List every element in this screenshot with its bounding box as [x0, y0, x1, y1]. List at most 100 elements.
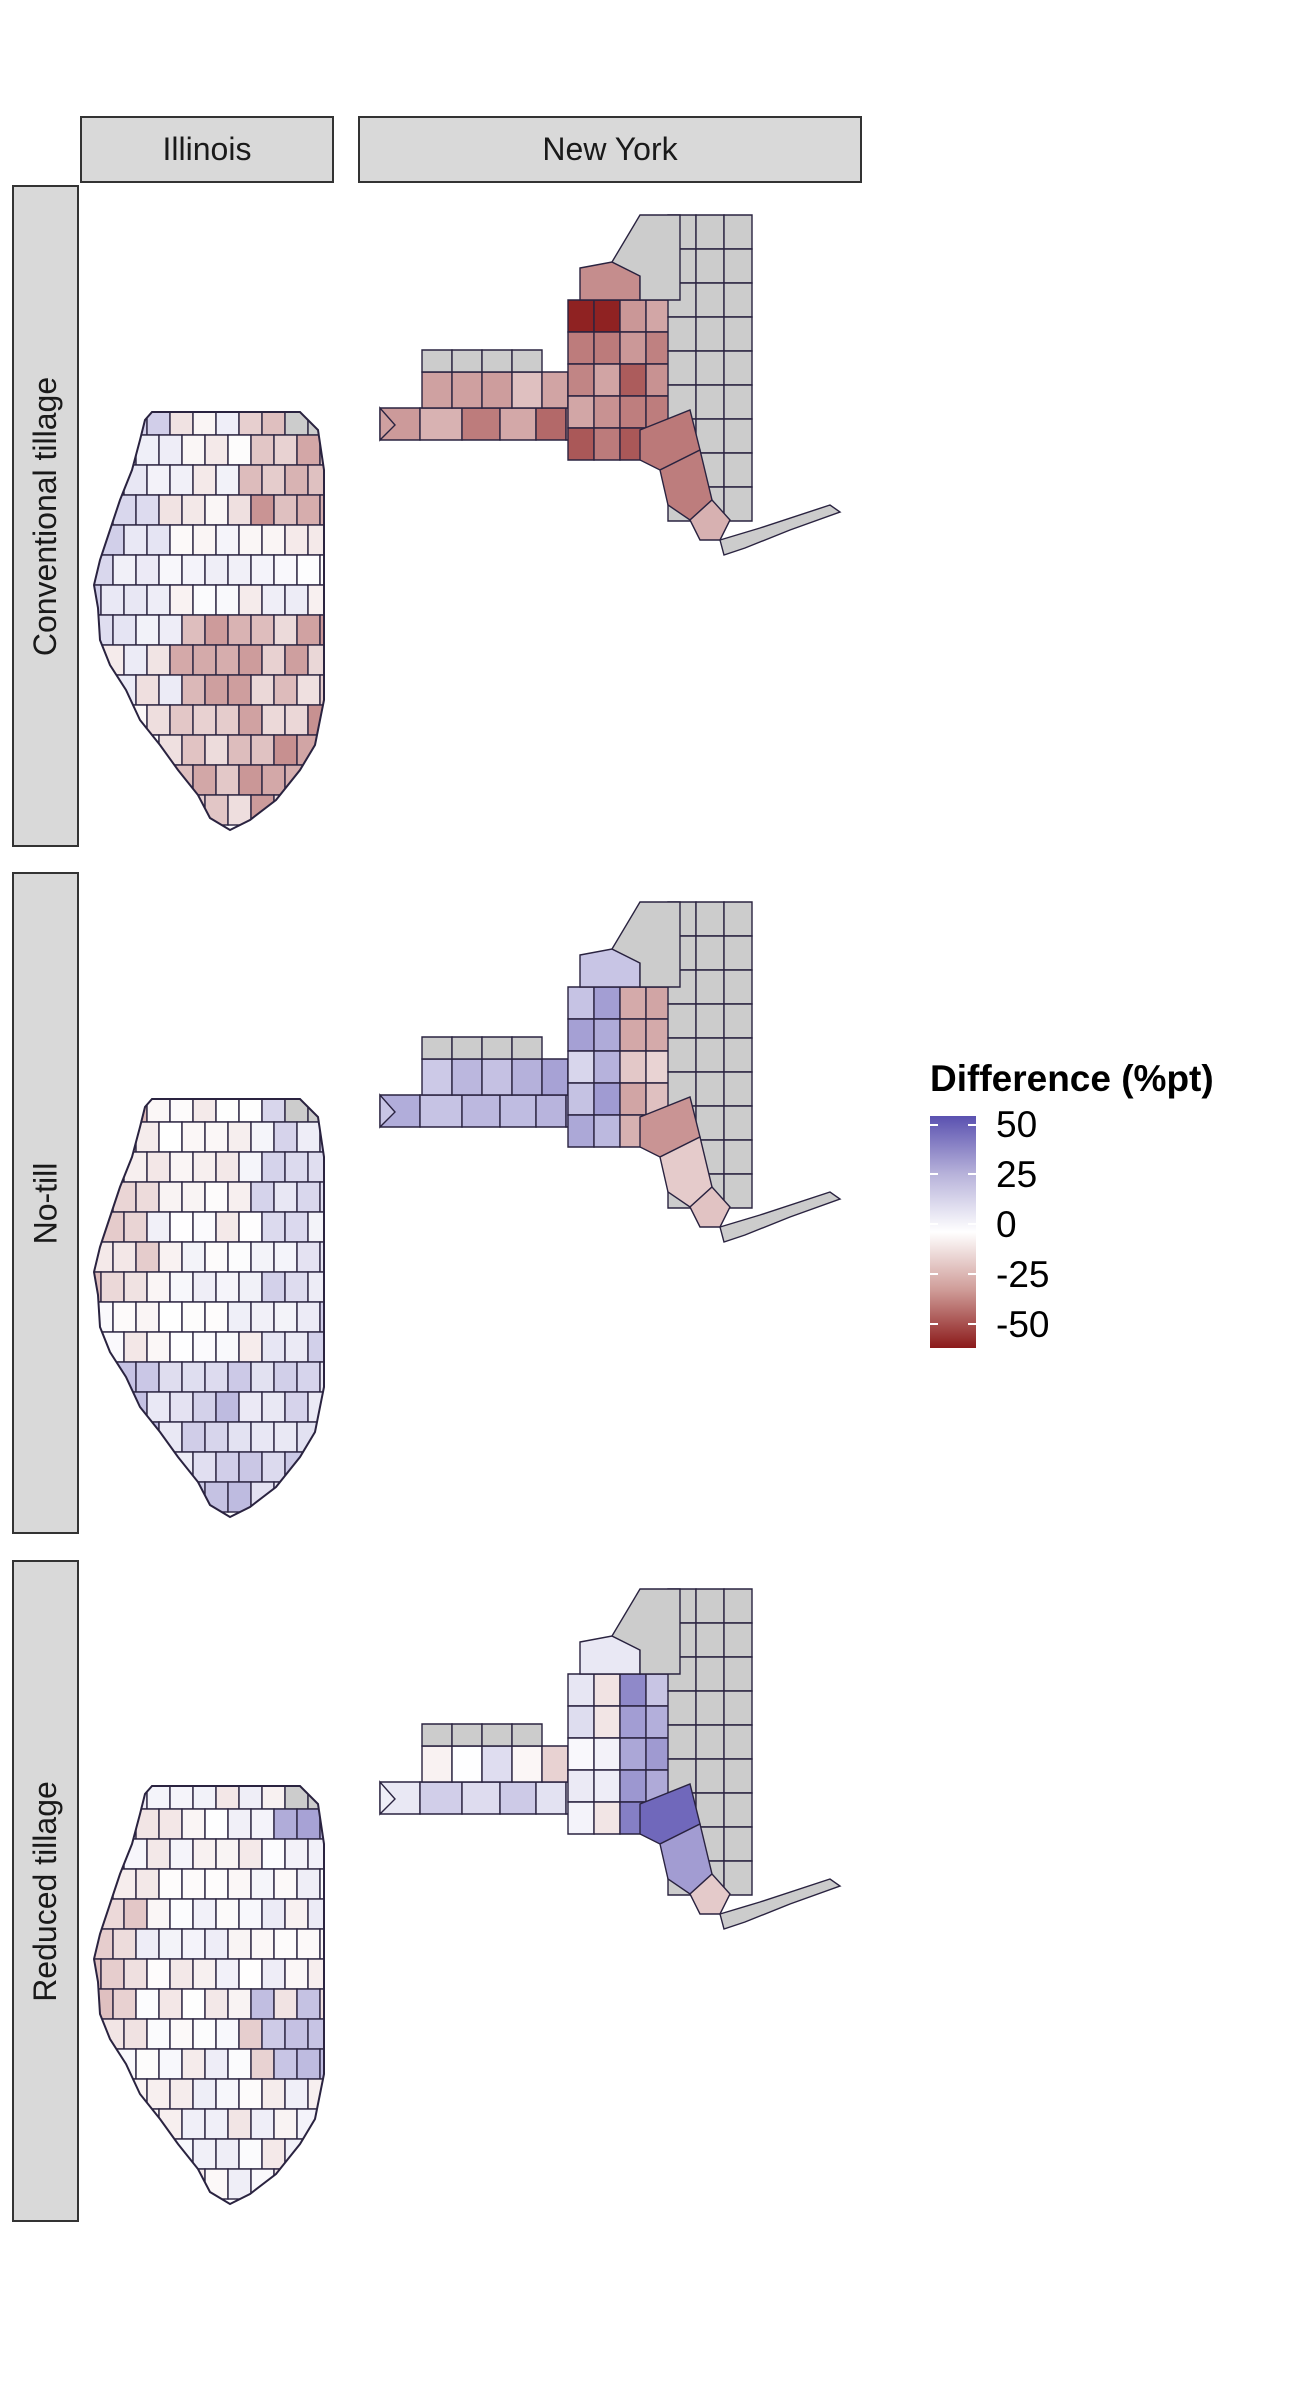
new-york-county: [593, 1082, 621, 1116]
new-york-county: [695, 1792, 725, 1828]
illinois-county: [158, 1241, 183, 1273]
new-york-county: [593, 1050, 621, 1084]
strip-illinois-label: Illinois: [162, 131, 252, 167]
illinois-county: [158, 434, 183, 466]
illinois-outline: [92, 1098, 325, 1519]
illinois-map-conventional: [92, 411, 325, 832]
illinois-county: [319, 674, 324, 706]
illinois-county: [284, 1786, 309, 1810]
illinois-county: [181, 734, 206, 766]
illinois-county: [192, 1391, 217, 1423]
illinois-county: [204, 554, 229, 586]
illinois-county: [319, 1241, 324, 1273]
new-york-county: [567, 1114, 595, 1148]
illinois-county: [192, 764, 217, 796]
new-york-county: [723, 418, 753, 454]
illinois-county: [181, 614, 206, 646]
new-york-county: [723, 282, 753, 318]
new-york-county: [695, 214, 725, 250]
new-york-county: [421, 1745, 453, 1783]
illinois-county: [307, 1786, 324, 1810]
new-york-county: [611, 214, 681, 301]
new-york-county: [451, 1058, 483, 1096]
new-york-county: [723, 1139, 753, 1175]
illinois-county: [181, 1988, 206, 2020]
new-york-county: [461, 1094, 501, 1128]
new-york-county: [695, 248, 725, 284]
illinois-county: [250, 674, 275, 706]
illinois-county: [169, 764, 194, 796]
new-york-county: [723, 1826, 753, 1862]
new-york-county: [723, 1003, 753, 1039]
illinois-county: [204, 2168, 229, 2200]
illinois-county: [227, 1988, 252, 2020]
new-york-county: [541, 1745, 569, 1783]
illinois-county: [146, 584, 171, 616]
illinois-county: [94, 554, 114, 586]
illinois-county: [215, 1451, 240, 1483]
new-york-county: [723, 1105, 753, 1141]
legend-title: Difference (%pt): [930, 1058, 1214, 1099]
illinois-county: [123, 1898, 148, 1930]
illinois-outline: [92, 411, 325, 832]
legend-label-0: 0: [996, 1204, 1017, 1245]
illinois-county: [181, 434, 206, 466]
illinois-county: [296, 674, 321, 706]
illinois-county: [169, 2018, 194, 2050]
new-york-county: [723, 1758, 753, 1794]
legend-colorbar: [930, 1116, 976, 1348]
illinois-county: [319, 554, 324, 586]
new-york-county: [695, 1690, 725, 1726]
illinois-county: [181, 1481, 206, 1513]
illinois-county: [158, 1808, 183, 1840]
illinois-county: [169, 1391, 194, 1423]
illinois-county: [112, 1928, 137, 1960]
new-york-county: [567, 1673, 595, 1707]
illinois-county: [261, 1838, 286, 1870]
illinois-county: [284, 1151, 309, 1183]
illinois-county: [158, 1121, 183, 1153]
illinois-county: [169, 644, 194, 676]
new-york-county: [535, 407, 567, 441]
illinois-county: [227, 2048, 252, 2080]
new-york-county: [723, 1656, 753, 1692]
new-york-county: [567, 986, 595, 1020]
illinois-county: [215, 1391, 240, 1423]
new-york-county: [689, 499, 731, 541]
illinois-county: [307, 1151, 324, 1183]
new-york-county: [723, 901, 753, 937]
illinois-county: [192, 1451, 217, 1483]
illinois-county: [307, 1211, 324, 1243]
illinois-county: [273, 1301, 298, 1333]
illinois-county: [250, 734, 275, 766]
new-york-county: [667, 1003, 697, 1039]
new-york-county: [593, 1769, 621, 1803]
new-york-county: [723, 316, 753, 352]
new-york-county: [499, 1094, 537, 1128]
new-york-county: [421, 349, 453, 373]
illinois-county: [273, 2108, 298, 2140]
illinois-county: [146, 1898, 171, 1930]
illinois-county: [319, 1361, 324, 1393]
illinois-county: [319, 1928, 324, 1960]
illinois-county: [238, 1331, 263, 1363]
illinois-county: [227, 614, 252, 646]
illinois-county: [169, 704, 194, 736]
new-york-county: [511, 349, 543, 373]
illinois-county: [284, 1391, 309, 1423]
new-york-county: [419, 1781, 463, 1815]
new-york-county: [567, 1737, 595, 1771]
illinois-county: [250, 1868, 275, 1900]
illinois-county: [123, 524, 148, 556]
illinois-county: [261, 1099, 286, 1123]
illinois-county: [227, 1928, 252, 1960]
illinois-county: [192, 1958, 217, 1990]
new-york-county: [695, 1656, 725, 1692]
illinois-county: [319, 1868, 324, 1900]
illinois-county: [296, 614, 321, 646]
new-york-county: [419, 407, 463, 441]
illinois-county: [284, 2018, 309, 2050]
illinois-county: [215, 412, 240, 436]
illinois-county: [307, 412, 324, 436]
illinois-outline: [92, 1785, 325, 2206]
